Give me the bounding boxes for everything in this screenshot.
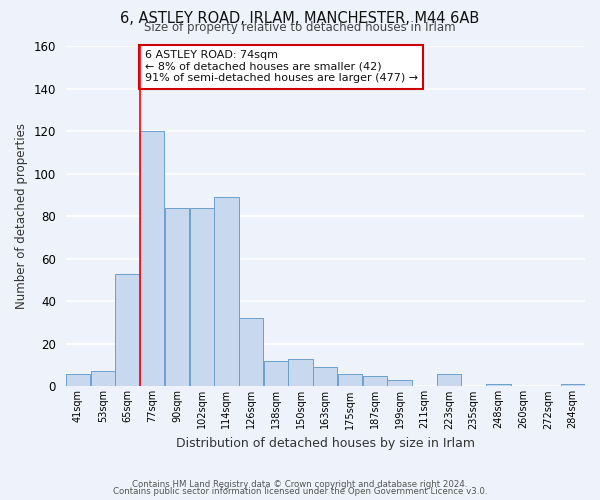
- Text: 6 ASTLEY ROAD: 74sqm
← 8% of detached houses are smaller (42)
91% of semi-detach: 6 ASTLEY ROAD: 74sqm ← 8% of detached ho…: [145, 50, 418, 84]
- Bar: [214, 197, 239, 386]
- Bar: [66, 374, 90, 386]
- Bar: [165, 208, 189, 386]
- X-axis label: Distribution of detached houses by size in Irlam: Distribution of detached houses by size …: [176, 437, 475, 450]
- Bar: [388, 380, 412, 386]
- Bar: [289, 358, 313, 386]
- Text: Contains public sector information licensed under the Open Government Licence v3: Contains public sector information licen…: [113, 487, 487, 496]
- Bar: [140, 131, 164, 386]
- Text: Size of property relative to detached houses in Irlam: Size of property relative to detached ho…: [144, 22, 456, 35]
- Bar: [362, 376, 387, 386]
- Bar: [338, 374, 362, 386]
- Bar: [560, 384, 585, 386]
- Text: 6, ASTLEY ROAD, IRLAM, MANCHESTER, M44 6AB: 6, ASTLEY ROAD, IRLAM, MANCHESTER, M44 6…: [121, 11, 479, 26]
- Bar: [91, 372, 115, 386]
- Bar: [190, 208, 214, 386]
- Bar: [239, 318, 263, 386]
- Bar: [115, 274, 140, 386]
- Bar: [264, 361, 288, 386]
- Bar: [313, 367, 337, 386]
- Y-axis label: Number of detached properties: Number of detached properties: [15, 123, 28, 309]
- Bar: [487, 384, 511, 386]
- Bar: [437, 374, 461, 386]
- Text: Contains HM Land Registry data © Crown copyright and database right 2024.: Contains HM Land Registry data © Crown c…: [132, 480, 468, 489]
